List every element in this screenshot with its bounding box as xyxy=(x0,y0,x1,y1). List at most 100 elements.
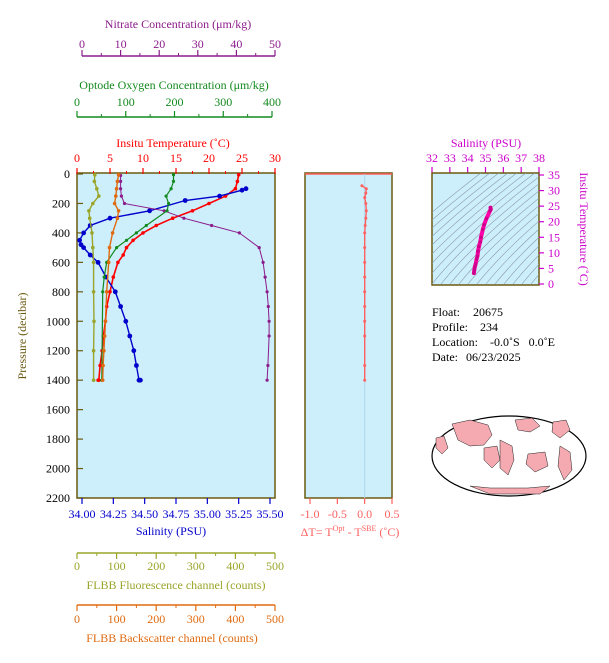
backscatter-point xyxy=(114,186,119,191)
delta-t-point xyxy=(363,364,367,367)
ts-salinity-tick-label: 36 xyxy=(497,151,509,165)
nitrate-tick-label: 50 xyxy=(269,37,281,51)
oxygen-point xyxy=(167,201,171,206)
salinity-point xyxy=(131,348,137,354)
date-value: 06/23/2025 xyxy=(466,350,521,364)
pressure-tick-label: 200 xyxy=(52,196,70,210)
temperature-point xyxy=(235,179,240,184)
fluor-series xyxy=(87,172,101,383)
delta-t-point xyxy=(364,216,368,220)
delta-t-point xyxy=(363,378,367,382)
temperature-point xyxy=(96,378,100,383)
temperature-point xyxy=(236,172,241,177)
backscatter-point xyxy=(110,231,115,235)
ts-salinity-tick-label: 34 xyxy=(462,151,474,165)
fluorescence-axis-label: FLBB Fluorescence channel (counts) xyxy=(87,578,266,592)
temperature-point xyxy=(124,245,129,250)
salinity-tick-label: 35.00 xyxy=(194,507,221,521)
temperature-tick-label: 30 xyxy=(269,151,281,165)
temperature-tick-label: 20 xyxy=(203,151,215,165)
backscatter-point xyxy=(116,172,121,177)
oxygen-point xyxy=(165,209,169,213)
backscatter-point xyxy=(100,378,105,383)
ts-point xyxy=(472,271,476,275)
fluor-point xyxy=(93,172,97,177)
backscatter-point xyxy=(101,363,105,368)
delta-t-point xyxy=(363,290,367,294)
salinity-series xyxy=(77,186,249,383)
temperature-axis-label: Insitu Temperature (˚C) xyxy=(116,136,230,150)
salinity-line xyxy=(78,188,247,381)
location-value: -0.0˚S 0.0˚E xyxy=(490,335,555,349)
salinity-point xyxy=(127,333,133,339)
backscatter-line xyxy=(102,174,120,381)
backscatter-axis-label: FLBB Backscatter channel (counts) xyxy=(86,631,258,645)
pressure-tick-label: 600 xyxy=(52,255,70,269)
pressure-tick-label: 0 xyxy=(64,167,70,181)
delta-t-point xyxy=(363,275,367,279)
delta-t-point xyxy=(363,231,367,235)
ts-temperature-tick-label: 25 xyxy=(548,199,560,213)
ts-salinity-axis-label: Salinity (PSU) xyxy=(451,136,521,150)
temperature-point xyxy=(111,275,116,279)
ts-point xyxy=(481,227,485,232)
oxygen-axis: Optode Oxygen Concentration (μm/kg) 0 100… xyxy=(74,78,281,118)
delta-t-tick-label: 0.5 xyxy=(385,507,400,521)
nitrate-point xyxy=(119,194,123,198)
nitrate-point xyxy=(119,187,123,191)
ts-point xyxy=(482,223,486,227)
nitrate-tick-label: 10 xyxy=(115,37,127,51)
date-label: Date: xyxy=(432,350,458,364)
fluor-point xyxy=(91,378,96,383)
ts-point xyxy=(473,262,478,266)
fluor-point xyxy=(92,319,96,324)
ts-point xyxy=(473,265,477,269)
fluor-point xyxy=(87,209,91,213)
salinity-tick-label: 34.50 xyxy=(131,507,158,521)
temperature-point xyxy=(108,290,112,294)
nitrate-point xyxy=(119,179,123,183)
oxygen-point xyxy=(134,231,138,235)
nitrate-point xyxy=(266,304,270,309)
backscatter-point xyxy=(115,216,120,220)
nitrate-tick-label: 20 xyxy=(153,37,165,51)
ts-point xyxy=(476,249,480,254)
nitrate-point xyxy=(265,378,269,382)
ts-point xyxy=(472,268,477,272)
salinity-point xyxy=(87,252,93,258)
backscatter-tick-label: 0 xyxy=(74,612,80,626)
nitrate-point xyxy=(162,209,166,213)
salinity-tick-label: 34.00 xyxy=(69,507,96,521)
nitrate-tick-label: 40 xyxy=(230,37,242,51)
backscatter-point xyxy=(102,348,106,353)
temperature-point xyxy=(154,223,158,228)
salinity-point xyxy=(112,289,118,295)
ts-salinity-tick-label: 32 xyxy=(426,151,438,165)
ts-temperature-tick-label: 0 xyxy=(548,277,554,291)
nitrate-point xyxy=(182,216,186,220)
salinity-tick-label: 34.75 xyxy=(163,507,190,521)
oxygen-axis-label: Optode Oxygen Concentration (μm/kg) xyxy=(79,78,268,92)
backscatter-point xyxy=(116,209,121,213)
nitrate-point xyxy=(122,201,127,206)
fluor-point xyxy=(91,348,96,353)
profile-value: 234 xyxy=(480,320,498,334)
fluorescence-tick-label: 500 xyxy=(266,559,284,573)
oxygen-point xyxy=(124,238,129,242)
temperature-tick-label: 0 xyxy=(74,151,80,165)
delta-t-point xyxy=(364,202,368,205)
salinity-point xyxy=(134,363,139,368)
salinity-tick-label: 35.50 xyxy=(257,507,284,521)
nitrate-series xyxy=(119,173,271,382)
delta-t-point xyxy=(363,319,367,323)
float-label: Float: xyxy=(432,305,460,319)
backscatter-tick-label: 200 xyxy=(147,612,165,626)
salinity-point xyxy=(123,318,129,324)
delta-t-point xyxy=(363,224,367,227)
delta-t-point xyxy=(364,209,368,213)
temperature-tick-label: 15 xyxy=(170,151,182,165)
nitrate-point xyxy=(210,223,214,228)
backscatter-axis: 0 100 200 300 400 500 FLBB Backscatter channe… xyxy=(74,604,284,645)
salinity-point xyxy=(138,377,143,383)
